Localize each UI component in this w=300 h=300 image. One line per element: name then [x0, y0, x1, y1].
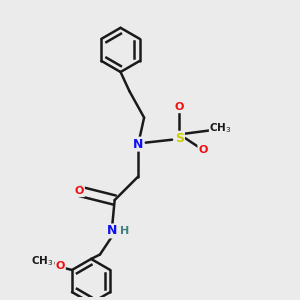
Text: N: N — [106, 224, 117, 238]
Text: O: O — [175, 102, 184, 112]
Text: CH$_3$: CH$_3$ — [31, 254, 54, 268]
Text: O: O — [75, 186, 84, 196]
Text: CH$_3$: CH$_3$ — [209, 121, 232, 135]
Text: S: S — [175, 132, 184, 145]
Text: H: H — [120, 226, 130, 236]
Text: N: N — [133, 138, 143, 151]
Text: O: O — [198, 145, 208, 155]
Text: O: O — [56, 261, 65, 271]
